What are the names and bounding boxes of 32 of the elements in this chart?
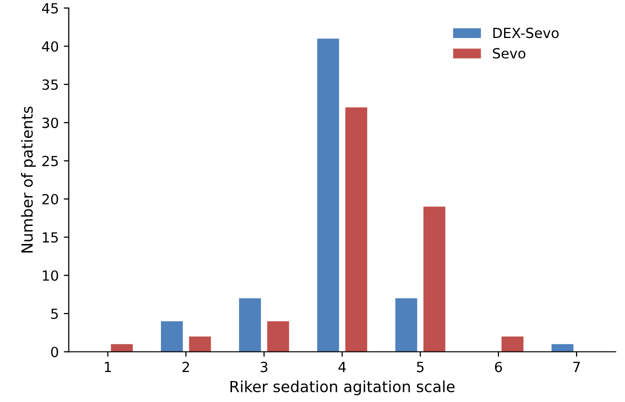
x-tick-label: 3 bbox=[260, 362, 268, 372]
bar bbox=[239, 298, 261, 352]
y-tick-label: 5 bbox=[51, 308, 58, 320]
x-tick-label: 4 bbox=[338, 362, 346, 372]
y-axis-title: Number of patients bbox=[21, 106, 36, 252]
y-tick-label: 20 bbox=[42, 194, 58, 204]
y-tick-label: 40 bbox=[42, 41, 58, 52]
y-tick-label: 45 bbox=[42, 3, 58, 14]
y-tick-label: 25 bbox=[42, 156, 58, 166]
bar bbox=[110, 344, 133, 352]
x-tick-label: 7 bbox=[573, 362, 580, 372]
y-tick-label: 35 bbox=[42, 79, 58, 90]
bar bbox=[395, 298, 418, 352]
bar bbox=[317, 38, 340, 352]
y-tick-label: 30 bbox=[42, 118, 58, 128]
bar bbox=[189, 336, 211, 352]
bar bbox=[160, 321, 183, 352]
legend-label: Sevo bbox=[492, 48, 526, 59]
bar bbox=[502, 336, 524, 352]
bar bbox=[423, 206, 446, 352]
x-tick-label: 5 bbox=[416, 362, 424, 372]
x-tick-label: 2 bbox=[182, 362, 189, 372]
y-tick-label: 0 bbox=[51, 346, 58, 358]
legend-label: DEX-Sevo bbox=[493, 28, 559, 38]
bar bbox=[267, 321, 290, 352]
bar bbox=[552, 344, 574, 352]
x-axis-title: Riker sedation agitation scale bbox=[230, 380, 455, 396]
y-tick-label: 10 bbox=[42, 270, 58, 281]
y-tick-label: 15 bbox=[42, 232, 58, 243]
x-tick-label: 1 bbox=[104, 362, 111, 372]
bar bbox=[345, 107, 368, 352]
x-tick-label: 6 bbox=[494, 362, 502, 372]
